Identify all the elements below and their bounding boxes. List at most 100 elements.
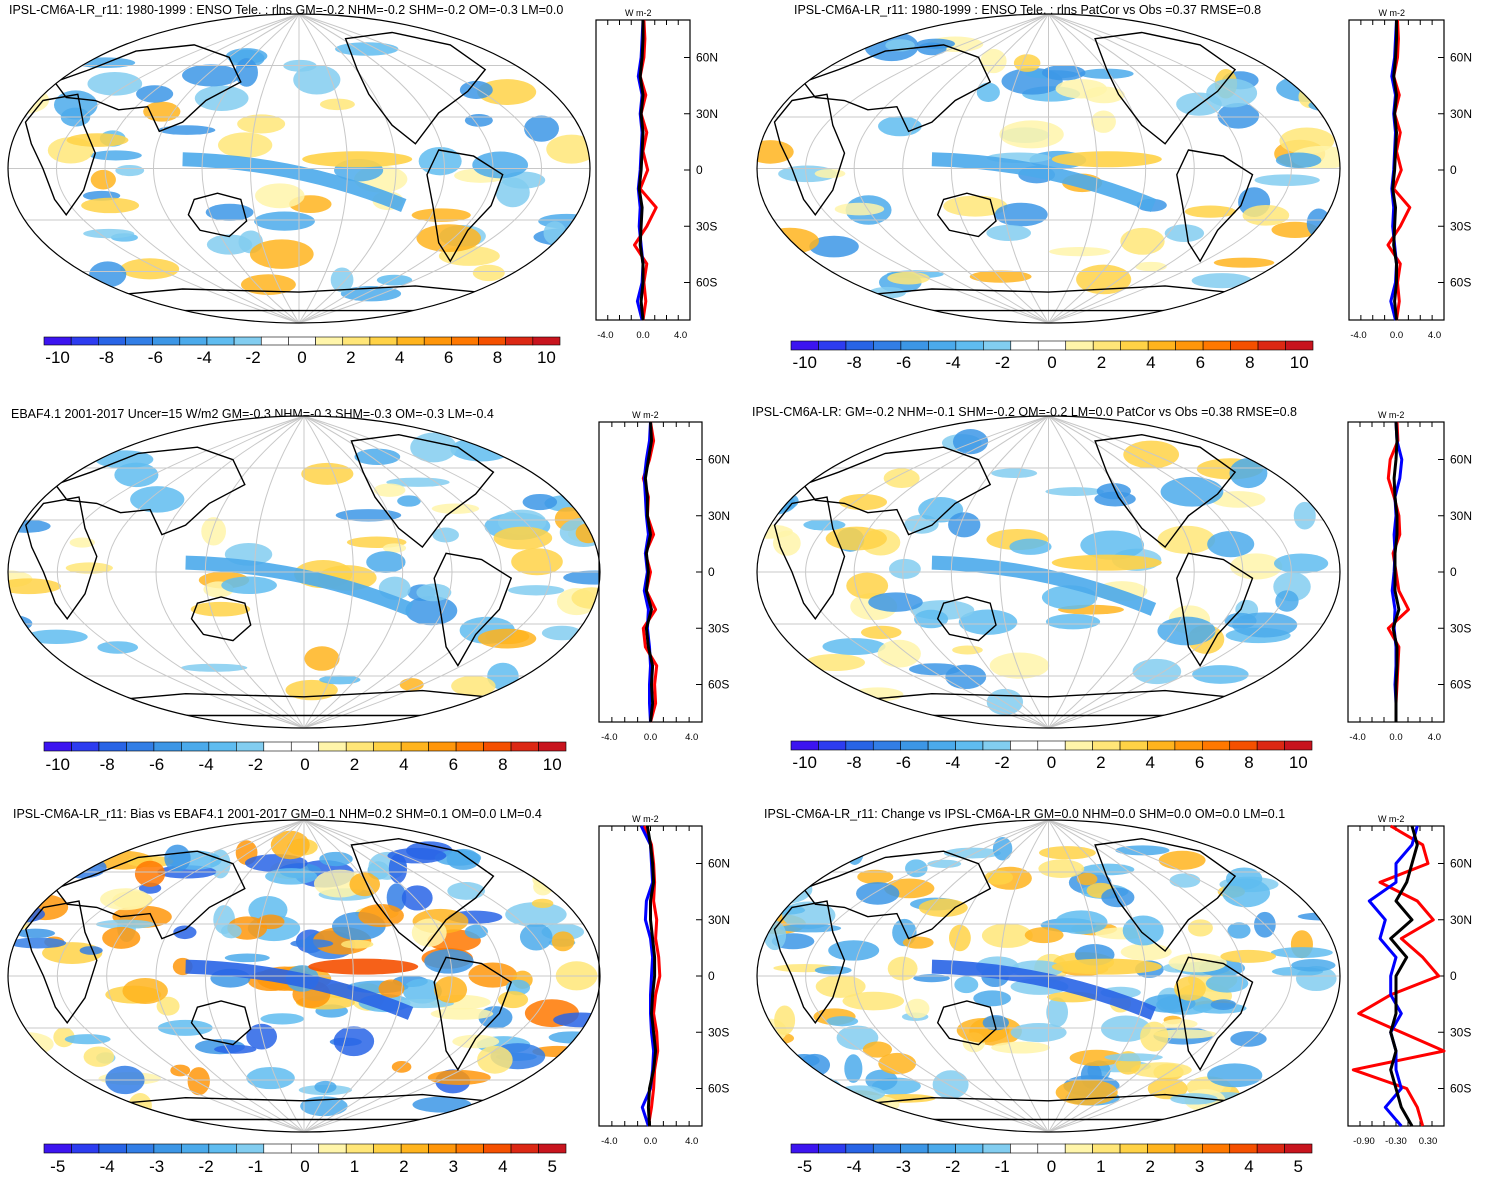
colorbar-box (1037, 340, 1067, 351)
longitude-line (303, 819, 354, 1133)
longitude-line (1048, 819, 1098, 1133)
coastline-australia (190, 596, 252, 642)
colorbar-box (1257, 340, 1286, 351)
field-anomaly (531, 898, 554, 908)
colorbar-box (790, 740, 819, 751)
field-anomaly (1094, 491, 1136, 507)
colorbar-box (126, 1143, 155, 1154)
longitude-line (205, 415, 305, 729)
field-anomaly (815, 975, 866, 998)
field-anomaly (992, 837, 1013, 861)
colorbar-label: 8 (1245, 353, 1254, 372)
field-anomaly (468, 962, 518, 988)
colorbar-label: 0 (1047, 1157, 1056, 1176)
coastline-eurasia (802, 446, 992, 536)
field-anomaly (8, 578, 62, 595)
colorbar-box (70, 336, 99, 346)
profile-lat-label: 60S (696, 276, 717, 290)
field-anomaly (1135, 261, 1167, 272)
map-border (7, 819, 601, 1133)
profile-series-black (645, 825, 658, 1127)
field-anomaly (1230, 553, 1283, 580)
field-anomaly (1046, 997, 1069, 1028)
field-anomaly (1161, 1019, 1198, 1029)
field-anomaly (1265, 674, 1317, 702)
colorbar-box (126, 741, 155, 752)
field-anomaly (862, 1041, 893, 1058)
field-anomaly (1270, 947, 1333, 959)
field-anomaly (237, 114, 286, 134)
field-anomaly (472, 151, 529, 179)
field-anomaly (505, 902, 567, 927)
field-anomaly (760, 227, 819, 254)
field-anomaly (1140, 1021, 1169, 1052)
longitude-line (201, 13, 300, 324)
longitude-line (999, 819, 1049, 1133)
field-anomaly (877, 639, 921, 668)
colorbar-label: -2 (199, 1157, 214, 1176)
colorbar-label: -4 (197, 348, 212, 367)
coastline-australia (936, 596, 997, 642)
colorbar-box (428, 1143, 457, 1154)
colorbar-label: 10 (1290, 353, 1309, 372)
field-anomaly (373, 483, 406, 497)
field-anomaly (1273, 553, 1329, 574)
colorbar-label: 0 (300, 1157, 309, 1176)
field-anomaly (563, 570, 600, 585)
colorbar-box (1037, 1143, 1066, 1154)
field-anomaly (97, 641, 139, 654)
coastline-africa (25, 496, 98, 620)
field-anomaly (8, 839, 35, 866)
colorbar: -10 -8 -6 -4 -2 0 2 4 6 8 10 (790, 340, 1314, 372)
field-anomaly (221, 576, 277, 595)
colorbar-label: -6 (896, 353, 911, 372)
colorbar-label: 4 (1146, 353, 1155, 372)
field-anomaly (878, 1052, 917, 1075)
colorbar-label: 5 (548, 1157, 557, 1176)
colorbar-box (900, 1143, 929, 1154)
field-anomaly (1184, 205, 1237, 218)
colorbar-box (153, 1143, 182, 1154)
field-anomaly (249, 239, 314, 269)
profile-x-tick-label: -4.0 (601, 732, 617, 743)
longitude-line (1048, 819, 1195, 1133)
colorbar-label: -3 (896, 1157, 911, 1176)
longitude-line (1048, 819, 1146, 1133)
colorbar-box (423, 336, 452, 346)
field-anomaly (814, 965, 852, 975)
field-anomaly (220, 924, 242, 939)
panel-title: IPSL-CM6A-LR_r11: Change vs IPSL-CM6A-LR… (764, 807, 1285, 821)
field-anomaly (493, 526, 553, 550)
field-anomaly (764, 1070, 792, 1083)
field-anomaly (411, 208, 471, 222)
colorbar-box (1092, 1143, 1121, 1154)
field-anomaly (986, 688, 1024, 716)
field-anomaly (868, 592, 923, 612)
zonal-profile: W m-2 -4.0 0.0 4.0 60N 30N 0 30S 60S (1347, 410, 1472, 743)
profile-lat-label: 60N (708, 857, 730, 871)
profile-lat-label: 30S (708, 621, 729, 635)
colorbar-box (872, 740, 901, 751)
colorbar-box (290, 1143, 320, 1154)
field-anomaly (948, 924, 971, 952)
field-anomaly (772, 530, 801, 556)
field-anomaly (416, 224, 481, 253)
field-anomaly (81, 197, 140, 214)
profile-lat-label: 30S (708, 1025, 729, 1039)
panel-1: IPSL-CM6A-LR_r11: 1980-1999 : ENSO Tele.… (7, 3, 718, 367)
colorbar-box (290, 741, 320, 752)
field-anomaly (913, 974, 950, 983)
field-anomaly (399, 678, 424, 692)
field-anomaly (969, 270, 1032, 283)
field-anomaly (943, 847, 1001, 859)
map-border (756, 13, 1341, 324)
field-anomaly (214, 1044, 257, 1054)
field-anomaly (779, 924, 842, 933)
coastline-eurasia (54, 850, 246, 940)
field-anomaly (1120, 943, 1172, 961)
field-anomaly (1132, 658, 1182, 685)
profile-series-red (1386, 421, 1410, 722)
field-anomaly (300, 1096, 348, 1117)
longitude-line (951, 819, 1049, 1133)
field-anomaly (757, 874, 813, 905)
